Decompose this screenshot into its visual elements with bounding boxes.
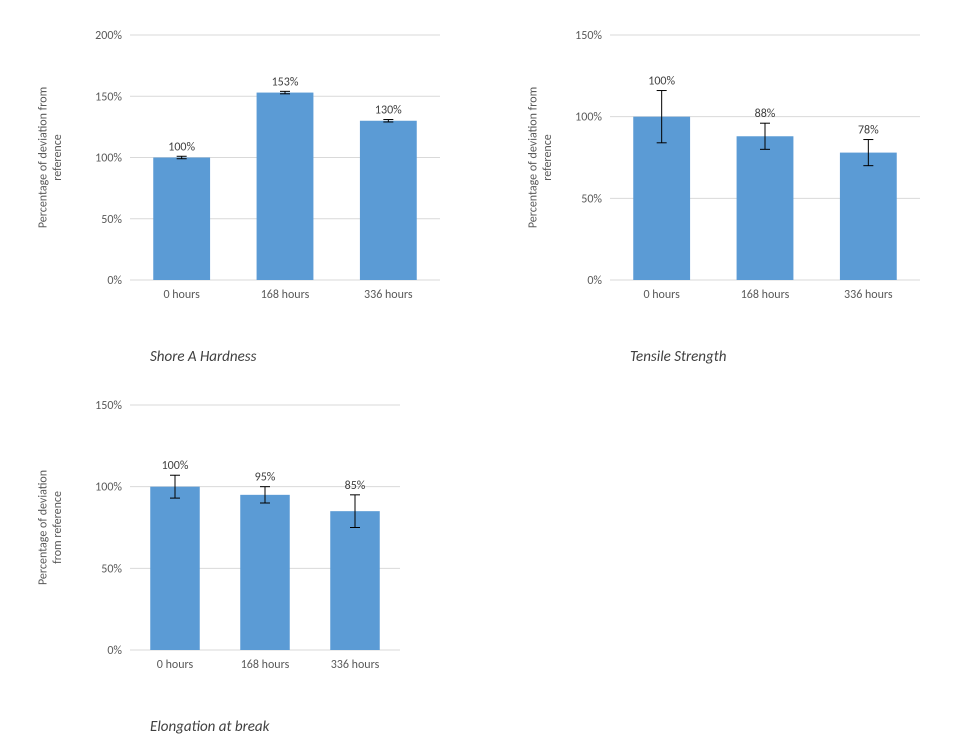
x-tick-label: 0 hours <box>643 288 680 302</box>
bar <box>153 158 210 281</box>
data-label: 95% <box>255 471 276 485</box>
data-label: 100% <box>168 140 195 154</box>
x-tick-label: 0 hours <box>163 288 200 302</box>
chart-tensile: 0% 50% 100% 150% 100% 0 hours 88% 168 hours 78% 3… <box>510 10 940 366</box>
data-label: 100% <box>648 75 675 89</box>
y-tick-label: 50% <box>101 562 122 576</box>
x-tick-label: 168 hours <box>741 288 790 302</box>
y-tick-label: 150% <box>95 90 122 104</box>
y-tick-label: 200% <box>95 29 122 43</box>
bar <box>240 495 290 650</box>
bar <box>330 511 380 650</box>
x-tick-label: 336 hours <box>844 288 893 302</box>
y-tick-label: 0% <box>107 274 122 288</box>
chart-title: Elongation at break <box>130 718 420 736</box>
bar <box>360 121 417 280</box>
y-tick-label: 0% <box>587 274 602 288</box>
chart-shore: 0% 50% 100% 150% 200% 100% 0 hours 153% 168 hour… <box>20 10 460 366</box>
y-tick-label: 150% <box>575 29 602 43</box>
y-tick-label: 50% <box>101 213 122 227</box>
bar <box>150 487 200 650</box>
data-label: 153% <box>272 75 299 89</box>
data-label: 88% <box>755 107 776 121</box>
data-label: 85% <box>345 479 366 493</box>
y-axis-title: Percentage of deviationfrom reference <box>36 470 64 585</box>
y-tick-label: 50% <box>581 192 602 206</box>
bar <box>257 93 314 280</box>
chart-title: Tensile Strength <box>610 348 940 366</box>
chart-title: Shore A Hardness <box>130 348 460 366</box>
y-tick-label: 100% <box>95 481 122 495</box>
y-axis-title: Percentage of deviation fromreference <box>36 87 64 228</box>
data-label: 130% <box>375 104 402 118</box>
chart-svg: 0% 50% 100% 150% 200% 100% 0 hours 153% 168 hour… <box>20 10 460 340</box>
y-tick-label: 150% <box>95 399 122 413</box>
data-label: 100% <box>162 459 189 473</box>
x-tick-label: 336 hours <box>331 658 380 672</box>
y-tick-label: 100% <box>95 152 122 166</box>
x-tick-label: 0 hours <box>157 658 194 672</box>
data-label: 78% <box>858 124 879 138</box>
chart-elong: 0% 50% 100% 150% 100% 0 hours 95% 168 hours 85% 3… <box>20 380 420 736</box>
y-axis-title: Percentage of deviation fromreference <box>526 87 554 228</box>
bar <box>737 136 794 280</box>
y-tick-label: 0% <box>107 644 122 658</box>
x-tick-label: 168 hours <box>261 288 310 302</box>
x-tick-label: 336 hours <box>364 288 413 302</box>
chart-svg: 0% 50% 100% 150% 100% 0 hours 88% 168 hours 78% 3… <box>510 10 940 340</box>
bar <box>840 153 897 280</box>
x-tick-label: 168 hours <box>241 658 290 672</box>
chart-svg: 0% 50% 100% 150% 100% 0 hours 95% 168 hours 85% 3… <box>20 380 420 710</box>
y-tick-label: 100% <box>575 111 602 125</box>
